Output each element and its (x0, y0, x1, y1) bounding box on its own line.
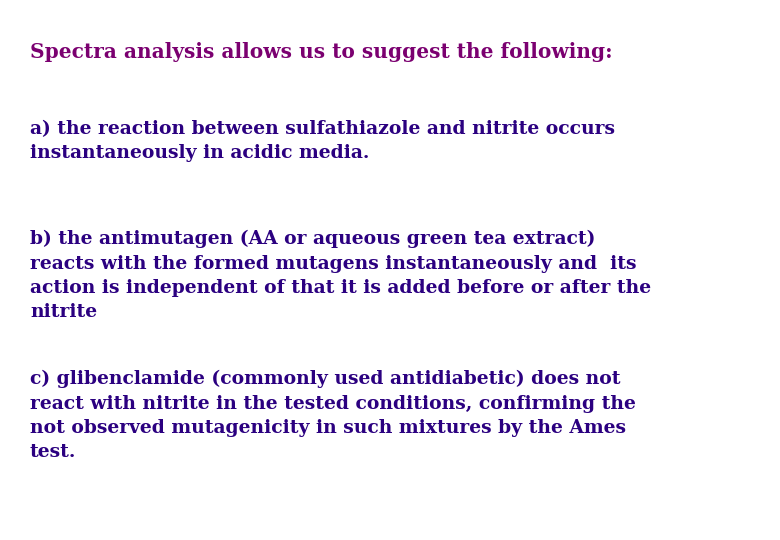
Text: Spectra analysis allows us to suggest the following:: Spectra analysis allows us to suggest th… (30, 42, 612, 62)
Text: b) the antimutagen (AA or aqueous green tea extract)
reacts with the formed muta: b) the antimutagen (AA or aqueous green … (30, 230, 651, 321)
Text: a) the reaction between sulfathiazole and nitrite occurs
instantaneously in acid: a) the reaction between sulfathiazole an… (30, 120, 615, 163)
Text: c) glibenclamide (commonly used antidiabetic) does not
react with nitrite in the: c) glibenclamide (commonly used antidiab… (30, 370, 636, 461)
